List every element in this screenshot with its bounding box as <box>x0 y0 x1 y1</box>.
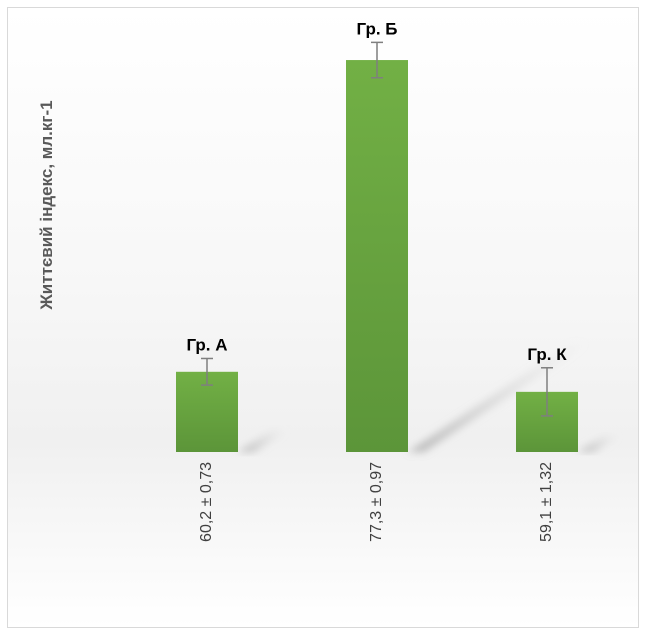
bar-shadow <box>578 435 622 452</box>
bar-labels-group: Гр. А Гр. Б Гр. К <box>186 19 567 363</box>
error-bars-group <box>201 41 553 417</box>
bar-data-label: Гр. А <box>186 335 227 354</box>
bar <box>346 60 408 452</box>
bar-data-label: Гр. К <box>527 345 567 364</box>
bar-shadows <box>238 342 622 452</box>
bar-data-label: Гр. Б <box>356 19 397 38</box>
bar-shadow <box>238 429 290 452</box>
bar-shadow <box>408 342 591 452</box>
bars-group <box>176 60 578 452</box>
chart-area <box>7 7 639 628</box>
y-axis-title: Життєвий індекс, мл.кг-1 <box>37 100 56 310</box>
category-tick-label: 77,3 ± 0,97 <box>368 462 385 542</box>
category-ticks-group: 60,2 ± 0,73 77,3 ± 0,97 59,1 ± 1,32 <box>198 462 555 542</box>
category-tick-label: 60,2 ± 0,73 <box>198 462 215 542</box>
category-tick-label: 59,1 ± 1,32 <box>538 462 555 542</box>
